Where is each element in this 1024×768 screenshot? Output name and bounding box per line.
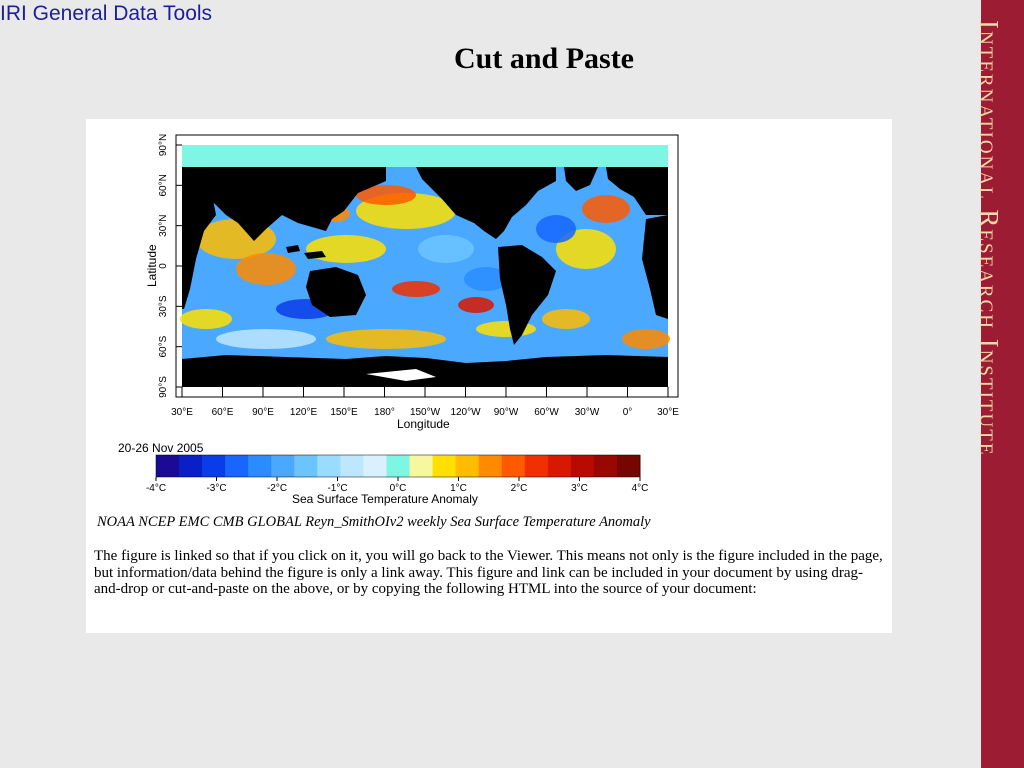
x-axis-label: Longitude (397, 417, 450, 431)
colorbar-segment (409, 455, 434, 477)
antarctica-landmass (182, 355, 668, 387)
antarctic-ice (366, 369, 436, 381)
colorbar-segment (202, 455, 226, 477)
anomaly-patch (556, 229, 616, 269)
lat-tick-label: 60°S (158, 335, 169, 357)
anomaly-patch (392, 281, 440, 297)
lon-tick-label: 60°E (212, 407, 234, 418)
colorbar-ticks: -4°C -3°C -2°C -1°C 0°C 1°C 2°C 3°C 4°C (146, 477, 648, 494)
colorbar-tick-label: 0°C (390, 483, 407, 494)
lon-tick-label: 30°E (657, 407, 679, 418)
eurasia-landmass (182, 167, 386, 241)
anomaly-patch (216, 329, 316, 349)
colorbar-tick-label: 1°C (450, 483, 467, 494)
content-panel: 90°N 60°N 30°N 0 30°S 60°S 90°S 30°E 60°E 90°E 12… (86, 119, 892, 633)
anomaly-patch (326, 329, 446, 349)
colorbar-segment (501, 455, 526, 477)
lon-tick-label: 0° (623, 407, 633, 418)
colorbar-tick-label: -1°C (327, 483, 347, 494)
lon-tick-label: 30°E (171, 407, 193, 418)
africa-landmass (182, 179, 216, 309)
anomaly-patch (236, 253, 296, 285)
europe-landmass (606, 167, 668, 215)
lon-tick-label: 150°E (330, 407, 358, 418)
anomaly-patch (582, 195, 630, 223)
colorbar-segment (455, 455, 480, 477)
colorbar-segment (478, 455, 503, 477)
colorbar-segment (248, 455, 272, 477)
lon-tick-label: 60°W (534, 407, 559, 418)
colorbar-segment (524, 455, 549, 477)
colorbar-segment (570, 455, 595, 477)
lat-tick-label: 0 (158, 263, 169, 269)
anomaly-patch (464, 267, 508, 291)
north-america-landmass (416, 167, 556, 239)
colorbar-segment (225, 455, 249, 477)
australia-landmass (306, 267, 366, 317)
figure-link[interactable]: 90°N 60°N 30°N 0 30°S 60°S 90°S 30°E 60°E 90°E 12… (86, 119, 892, 539)
colorbar-segment (271, 455, 295, 477)
colorbar-segment (179, 455, 203, 477)
lon-tick-label: 30°W (575, 407, 600, 418)
greenland-landmass (564, 167, 598, 191)
lat-tick-label: 90°N (158, 134, 169, 156)
colorbar-segment (432, 455, 457, 477)
lat-tick-label: 30°N (158, 214, 169, 236)
colorbar-tick-label: -2°C (267, 483, 287, 494)
y-axis-label: Latitude (145, 244, 159, 287)
sidebar-institute-name: International Research Institute (974, 20, 1004, 457)
lon-tick-label: 180° (374, 407, 395, 418)
lat-tick-label: 30°S (158, 295, 169, 317)
colorbar-label: Sea Surface Temperature Anomaly (292, 492, 478, 506)
indonesia-islands (286, 245, 326, 259)
colorbar (155, 454, 641, 478)
slide-title: Cut and Paste (453, 42, 634, 75)
anomaly-patch (418, 235, 474, 263)
colorbar-tick-label: 3°C (571, 483, 588, 494)
lon-tick-label: 120°W (450, 407, 481, 418)
anomaly-patch (536, 215, 576, 243)
colorbar-segment (340, 455, 364, 477)
colorbar-tick-label: -4°C (146, 483, 166, 494)
header-title: IRI General Data Tools (0, 2, 213, 25)
colorbar-tick-label: -3°C (206, 483, 226, 494)
anomaly-patch (180, 309, 232, 329)
africa-east-landmass (642, 215, 668, 319)
arctic-ice (182, 145, 668, 167)
longitude-ticks: 30°E 60°E 90°E 120°E 150°E 180° 150°W 120°W 90°W… (171, 387, 679, 418)
colorbar-segment (363, 455, 387, 477)
colorbar-segment (547, 455, 572, 477)
colorbar-segment (386, 455, 411, 477)
lon-tick-label: 150°W (410, 407, 441, 418)
dataset-title: NOAA NCEP EMC CMB GLOBAL Reyn_SmithOIv2 … (97, 514, 651, 530)
colorbar-segment (317, 455, 341, 477)
colorbar-segment (593, 455, 618, 477)
south-america-landmass (498, 245, 556, 345)
description-text: The figure is linked so that if you clic… (94, 548, 883, 597)
colorbar-segment (156, 455, 180, 477)
latitude-ticks: 90°N 60°N 30°N 0 30°S 60°S 90°S (158, 134, 182, 398)
colorbar-tick-label: 4°C (632, 483, 649, 494)
anomaly-patch (306, 235, 386, 263)
lon-tick-label: 90°W (494, 407, 519, 418)
anomaly-patch (458, 297, 494, 313)
anomaly-patch (356, 185, 416, 205)
sidebar-banner: International Research Institute (974, 0, 1024, 768)
sst-map (180, 145, 670, 387)
lat-tick-label: 90°S (158, 376, 169, 398)
colorbar-segment (616, 455, 641, 477)
lat-tick-label: 60°N (158, 174, 169, 196)
anomaly-patch (622, 329, 670, 349)
colorbar-tick-label: 2°C (511, 483, 528, 494)
date-label: 20-26 Nov 2005 (118, 441, 204, 455)
colorbar-segment (294, 455, 318, 477)
lon-tick-label: 120°E (290, 407, 318, 418)
lon-tick-label: 90°E (252, 407, 274, 418)
sst-anomaly-map-figure[interactable]: 90°N 60°N 30°N 0 30°S 60°S 90°S 30°E 60°E 90°E 12… (86, 119, 892, 514)
anomaly-patch (542, 309, 590, 329)
